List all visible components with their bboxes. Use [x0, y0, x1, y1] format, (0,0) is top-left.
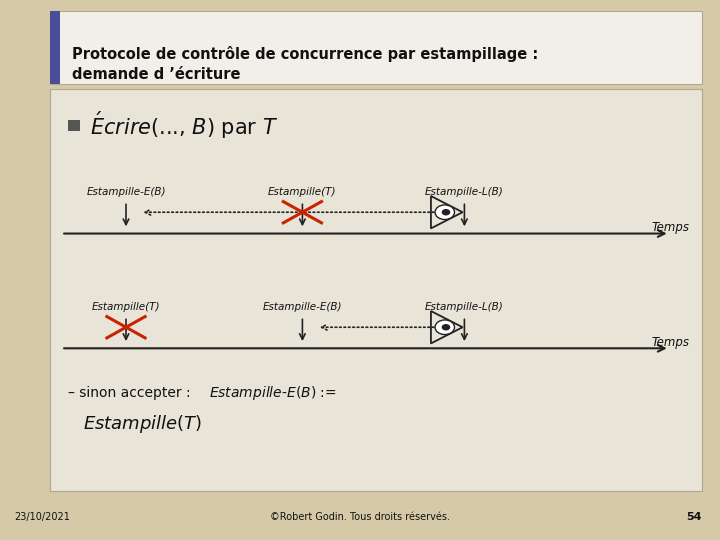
Text: $\mathit{Estampille\text{-}E(B)}$ :=: $\mathit{Estampille\text{-}E(B)}$ := — [209, 383, 336, 402]
Text: Estampille-L(B): Estampille-L(B) — [425, 187, 504, 197]
Text: Protocole de contrôle de concurrence par estampillage :: Protocole de contrôle de concurrence par… — [72, 46, 539, 62]
Circle shape — [435, 205, 454, 220]
Bar — [50, 89, 702, 491]
Bar — [0, 494, 720, 540]
Text: Temps: Temps — [652, 336, 690, 349]
Bar — [50, 11, 702, 84]
Text: $\mathit{\acute{E}crire}$(..., $\mathit{B}$) par $\mathit{T}$: $\mathit{\acute{E}crire}$(..., $\mathit{… — [90, 110, 278, 141]
Text: $\mathit{Estampille(T)}$: $\mathit{Estampille(T)}$ — [83, 413, 202, 435]
Text: Estampille-E(B): Estampille-E(B) — [263, 302, 342, 312]
Text: Estampille(T): Estampille(T) — [268, 187, 337, 197]
Text: Estampille-L(B): Estampille-L(B) — [425, 302, 504, 312]
Bar — [68, 120, 80, 131]
Text: demande d ’écriture: demande d ’écriture — [72, 67, 240, 82]
Text: 23/10/2021: 23/10/2021 — [14, 512, 71, 522]
Text: Estampille(T): Estampille(T) — [91, 302, 161, 312]
Circle shape — [435, 320, 454, 334]
Text: – sinon accepter :: – sinon accepter : — [68, 386, 195, 400]
Text: Estampille-E(B): Estampille-E(B) — [86, 187, 166, 197]
Text: 54: 54 — [686, 512, 702, 522]
Bar — [50, 11, 60, 84]
Circle shape — [441, 209, 450, 215]
Circle shape — [441, 324, 450, 330]
Text: Temps: Temps — [652, 221, 690, 234]
Text: ©Robert Godin. Tous droits réservés.: ©Robert Godin. Tous droits réservés. — [270, 512, 450, 522]
